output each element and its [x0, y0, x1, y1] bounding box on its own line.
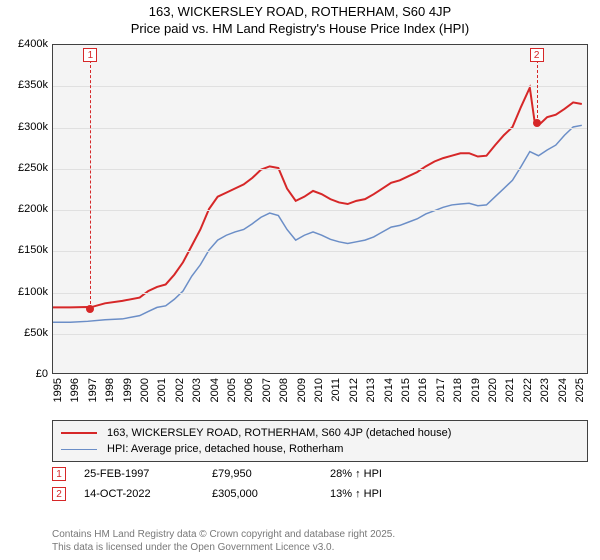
event-row-1: 1 25-FEB-1997 £79,950 28% ↑ HPI [52, 464, 588, 484]
event-price-1: £79,950 [212, 468, 312, 480]
event-price-2: £305,000 [212, 488, 312, 500]
legend-label-1: 163, WICKERSLEY ROAD, ROTHERHAM, S60 4JP… [107, 427, 451, 439]
chart: £0 £50k £100k £150k £200k £250k £300k £350k £400… [8, 40, 592, 410]
y-tick-label: £300k [8, 121, 48, 133]
y-tick-label: £100k [8, 286, 48, 298]
marker-dot-1 [86, 305, 94, 313]
footer-line2: This data is licensed under the Open Gov… [52, 542, 395, 555]
title-line1: 163, WICKERSLEY ROAD, ROTHERHAM, S60 4JP [0, 4, 600, 19]
y-tick-label: £250k [8, 162, 48, 174]
marker-dot-2 [533, 119, 541, 127]
event-delta-1: 28% ↑ HPI [330, 468, 440, 480]
legend-label-2: HPI: Average price, detached house, Roth… [107, 443, 343, 455]
plot-area: 12 [52, 44, 588, 374]
event-delta-2: 13% ↑ HPI [330, 488, 440, 500]
legend-swatch-2 [61, 449, 97, 450]
chart-title-block: 163, WICKERSLEY ROAD, ROTHERHAM, S60 4JP… [0, 0, 600, 36]
legend: 163, WICKERSLEY ROAD, ROTHERHAM, S60 4JP… [52, 420, 588, 462]
events-table: 1 25-FEB-1997 £79,950 28% ↑ HPI 2 14-OCT… [52, 464, 588, 504]
marker-box-2: 2 [530, 48, 544, 62]
event-row-2: 2 14-OCT-2022 £305,000 13% ↑ HPI [52, 484, 588, 504]
y-tick-label: £0 [8, 368, 48, 380]
y-tick-label: £50k [8, 327, 48, 339]
x-tick-label: 2025 [574, 378, 600, 402]
footer-attribution: Contains HM Land Registry data © Crown c… [52, 529, 395, 554]
title-line2: Price paid vs. HM Land Registry's House … [0, 21, 600, 36]
footer-line1: Contains HM Land Registry data © Crown c… [52, 529, 395, 542]
marker-dashed-line [537, 55, 538, 123]
marker-dashed-line [90, 55, 91, 309]
y-tick-label: £400k [8, 38, 48, 50]
y-tick-label: £200k [8, 203, 48, 215]
event-marker-1: 1 [52, 467, 66, 481]
marker-box-1: 1 [83, 48, 97, 62]
y-tick-label: £350k [8, 79, 48, 91]
legend-row-series-1: 163, WICKERSLEY ROAD, ROTHERHAM, S60 4JP… [61, 425, 579, 441]
y-tick-label: £150k [8, 244, 48, 256]
legend-swatch-1 [61, 432, 97, 434]
event-date-1: 25-FEB-1997 [84, 468, 194, 480]
series-line-price_paid [53, 88, 582, 308]
event-marker-2: 2 [52, 487, 66, 501]
event-date-2: 14-OCT-2022 [84, 488, 194, 500]
line-chart-svg [53, 45, 587, 373]
legend-row-series-2: HPI: Average price, detached house, Roth… [61, 441, 579, 457]
